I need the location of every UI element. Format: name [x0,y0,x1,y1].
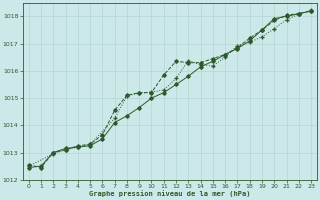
X-axis label: Graphe pression niveau de la mer (hPa): Graphe pression niveau de la mer (hPa) [89,190,251,197]
